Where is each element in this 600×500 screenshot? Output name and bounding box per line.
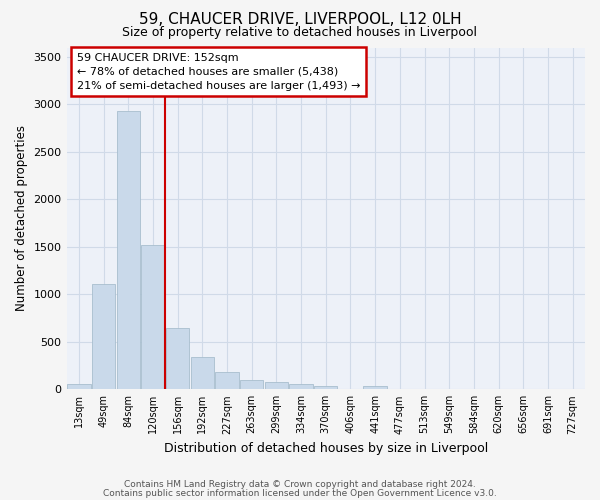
Bar [116,111,140,390]
Bar [191,357,214,390]
Text: 59 CHAUCER DRIVE: 152sqm
← 78% of detached houses are smaller (5,438)
21% of sem: 59 CHAUCER DRIVE: 152sqm ← 78% of detach… [77,52,361,90]
Bar [265,382,288,390]
X-axis label: Distribution of detached houses by size in Liverpool: Distribution of detached houses by size … [164,442,488,455]
Text: 59, CHAUCER DRIVE, LIVERPOOL, L12 0LH: 59, CHAUCER DRIVE, LIVERPOOL, L12 0LH [139,12,461,28]
Bar [67,384,91,390]
Text: Contains HM Land Registry data © Crown copyright and database right 2024.: Contains HM Land Registry data © Crown c… [124,480,476,489]
Text: Contains public sector information licensed under the Open Government Licence v3: Contains public sector information licen… [103,489,497,498]
Bar [92,284,115,390]
Bar [314,386,337,390]
Text: Size of property relative to detached houses in Liverpool: Size of property relative to detached ho… [122,26,478,39]
Bar [364,386,387,390]
Bar [166,328,190,390]
Bar [289,384,313,390]
Bar [215,372,239,390]
Bar [141,245,164,390]
Bar [240,380,263,390]
Y-axis label: Number of detached properties: Number of detached properties [15,126,28,312]
